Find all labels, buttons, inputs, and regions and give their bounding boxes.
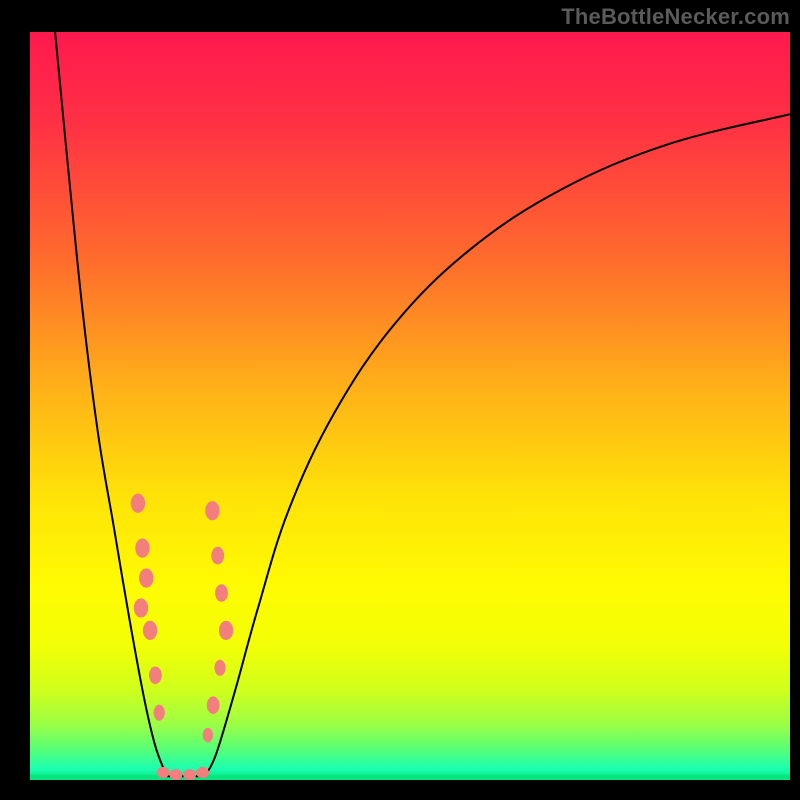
data-marker: [149, 666, 162, 684]
data-marker: [143, 621, 157, 640]
data-marker: [203, 728, 213, 742]
data-marker: [196, 767, 209, 778]
data-marker: [219, 621, 233, 640]
data-marker: [183, 769, 196, 780]
baseline-band: [30, 775, 790, 780]
data-marker: [170, 769, 183, 780]
data-marker: [157, 767, 170, 778]
chart-svg: [30, 32, 790, 780]
data-marker: [214, 660, 225, 676]
data-marker: [131, 494, 145, 513]
plot-area: [30, 32, 790, 780]
data-marker: [134, 598, 148, 617]
data-marker: [205, 501, 219, 520]
data-marker: [154, 705, 165, 721]
data-marker: [139, 568, 153, 587]
data-marker: [215, 584, 228, 602]
watermark-text: TheBottleNecker.com: [561, 4, 790, 30]
gradient-background: [30, 32, 790, 780]
data-marker: [135, 539, 149, 558]
data-marker: [207, 696, 220, 714]
chart-frame: TheBottleNecker.com: [0, 0, 800, 800]
data-marker: [211, 547, 224, 565]
